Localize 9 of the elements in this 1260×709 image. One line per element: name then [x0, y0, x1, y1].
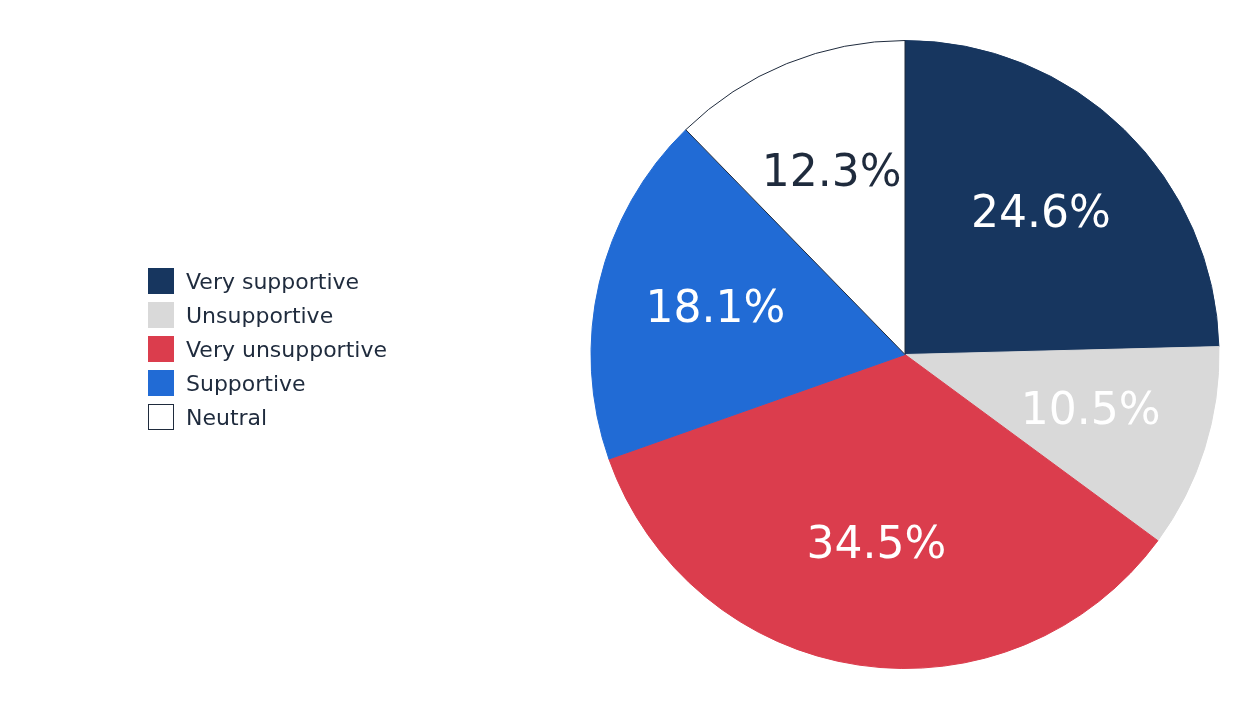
data-label: 18.1% [645, 280, 786, 332]
data-label: 34.5% [806, 517, 947, 569]
data-label: 24.6% [971, 185, 1111, 237]
legend-label: Unsupportive [185, 301, 335, 330]
legend-label: Neutral [185, 403, 269, 432]
legend-label: Very unsupportive [185, 335, 387, 364]
data-label: 12.3% [761, 144, 902, 196]
legend-label: Very supportive [185, 267, 361, 296]
legend-label: Supportive [185, 369, 307, 398]
